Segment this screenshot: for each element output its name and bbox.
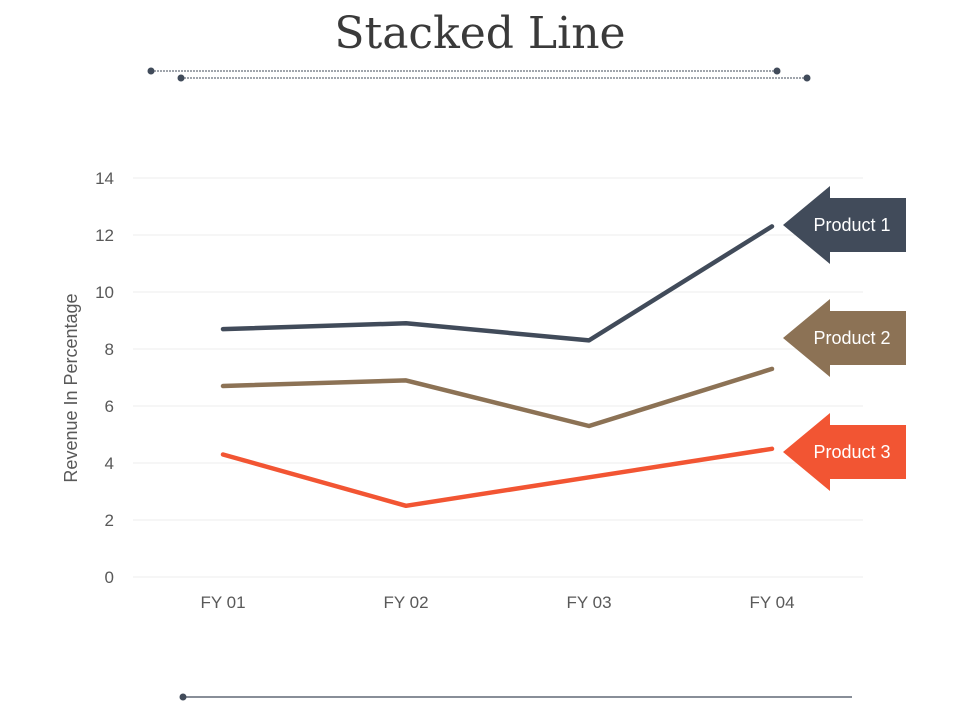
series-flag-1 [783, 186, 906, 264]
x-axis-ticks: FY 01 FY 02 FY 03 FY 04 [200, 593, 794, 612]
decor-dot [773, 67, 781, 75]
y-tick-label: 12 [95, 226, 114, 245]
x-tick-label: FY 03 [566, 593, 611, 612]
series-flag-3 [783, 413, 906, 491]
title-decoration [147, 67, 852, 701]
series-flag-label: Product 2 [813, 328, 890, 348]
y-axis-label: Revenue In Percentage [61, 293, 81, 482]
series-flag-2 [783, 299, 906, 377]
series-flag-label: Product 1 [813, 215, 890, 235]
decor-dot [147, 67, 155, 75]
y-tick-label: 10 [95, 283, 114, 302]
y-tick-label: 8 [105, 340, 114, 359]
x-tick-label: FY 01 [200, 593, 245, 612]
grid-lines [133, 177, 863, 578]
series-line-3 [220, 446, 775, 509]
series-line-2 [220, 366, 775, 429]
x-tick-label: FY 02 [383, 593, 428, 612]
y-tick-label: 6 [105, 397, 114, 416]
y-tick-label: 14 [95, 169, 114, 188]
y-tick-label: 4 [105, 454, 114, 473]
decor-dot [803, 74, 811, 82]
x-tick-label: FY 04 [749, 593, 794, 612]
y-tick-label: 0 [105, 568, 114, 587]
y-axis-ticks: 0 2 4 6 8 10 12 14 [95, 169, 114, 587]
series-flag-label: Product 3 [813, 442, 890, 462]
chart-title: Stacked Line [334, 8, 626, 59]
series-lines [220, 224, 775, 509]
series-flags: Product 1 Product 2 Product 3 [783, 186, 906, 491]
decor-dot [179, 693, 187, 701]
decor-dot [177, 74, 185, 82]
y-tick-label: 2 [105, 511, 114, 530]
series-line-1 [220, 224, 775, 343]
